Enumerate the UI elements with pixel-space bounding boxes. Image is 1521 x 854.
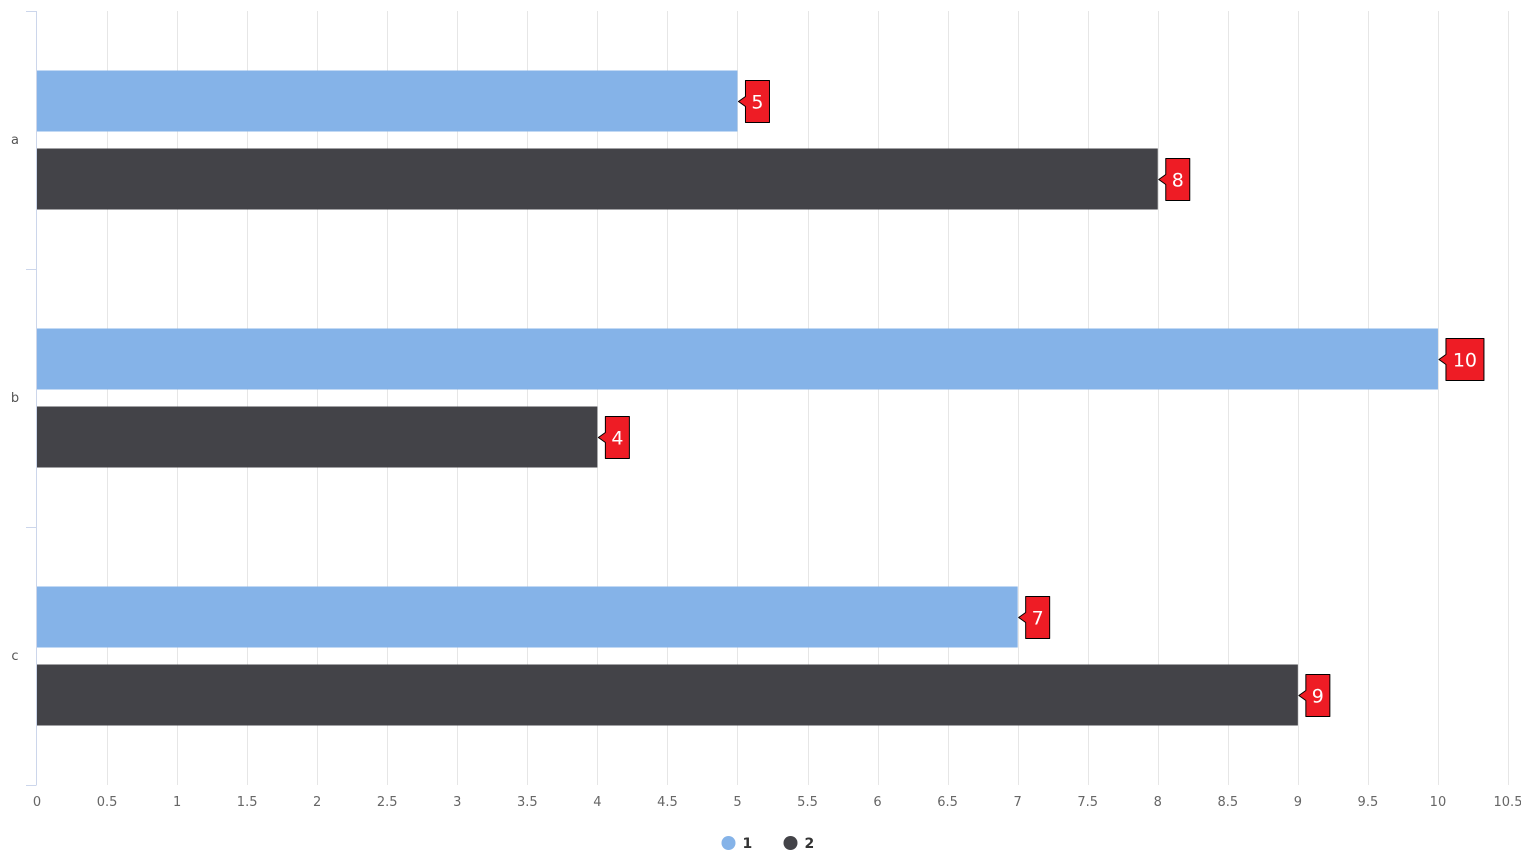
legend-marker (783, 836, 798, 850)
legend-marker (721, 836, 736, 850)
x-tick-label: 3.5 (517, 795, 538, 810)
data-label: 8 (1172, 170, 1184, 192)
x-tick-label: 6.5 (937, 795, 958, 810)
bar-c-series-2[interactable] (37, 664, 1298, 726)
category-label: b (11, 391, 19, 406)
data-label-callout (1438, 338, 1485, 381)
data-label: 10 (1453, 350, 1477, 372)
x-tick-label: 9.5 (1358, 795, 1379, 810)
x-tick-label: 1 (173, 795, 181, 810)
x-tick-label: 2 (313, 795, 321, 810)
x-tick-label: 5 (733, 795, 741, 810)
axes: 0 0.5 1 1.5 2 2.5 3 3.5 4 4.5 5 5.5 6 6.5 7 7.5 8 8.5 9 9.5… (11, 11, 1521, 810)
data-label: 4 (611, 428, 623, 450)
legend-label: 1 (743, 836, 753, 852)
x-tick-label: 10.5 (1494, 795, 1521, 810)
x-tick-label: 8 (1154, 795, 1162, 810)
data-labels: 5 8 10 4 7 9 (597, 80, 1485, 717)
bar-c-series-1[interactable] (37, 586, 1018, 648)
category-label: c (11, 649, 18, 664)
category-label: a (11, 133, 19, 148)
bar-a-series-2[interactable] (37, 148, 1158, 210)
x-tick-label: 7 (1014, 795, 1022, 810)
x-tick-label: 1.5 (237, 795, 258, 810)
x-tick-label: 4.5 (657, 795, 678, 810)
data-label: 9 (1312, 686, 1324, 708)
legend-label: 2 (805, 836, 815, 852)
data-label-callout (1298, 674, 1331, 717)
x-tick-label: 0.5 (97, 795, 118, 810)
x-tick-label: 2.5 (377, 795, 398, 810)
data-label: 7 (1032, 608, 1044, 630)
x-tick-label: 0 (33, 795, 41, 810)
x-tick-label: 8.5 (1217, 795, 1238, 810)
bar-b-series-2[interactable] (37, 406, 598, 468)
data-label-callout (737, 80, 770, 123)
data-label-callout (597, 416, 630, 459)
x-tick-label: 6 (873, 795, 881, 810)
data-label-callout (1158, 158, 1191, 201)
data-label-callout (1018, 596, 1051, 639)
x-tick-label: 10 (1430, 795, 1447, 810)
x-tick-label: 9 (1294, 795, 1302, 810)
legend-item-series-1[interactable]: 1 (721, 836, 753, 852)
data-label: 5 (751, 92, 763, 114)
x-tick-label: 4 (593, 795, 601, 810)
x-tick-label: 5.5 (797, 795, 818, 810)
grid-lines (107, 11, 1509, 785)
legend-item-series-2[interactable]: 2 (783, 836, 815, 852)
bar-b-series-1[interactable] (37, 328, 1438, 390)
x-tick-label: 3 (453, 795, 461, 810)
x-tick-label: 7.5 (1077, 795, 1098, 810)
bars (37, 70, 1438, 726)
bar-a-series-1[interactable] (37, 70, 738, 132)
